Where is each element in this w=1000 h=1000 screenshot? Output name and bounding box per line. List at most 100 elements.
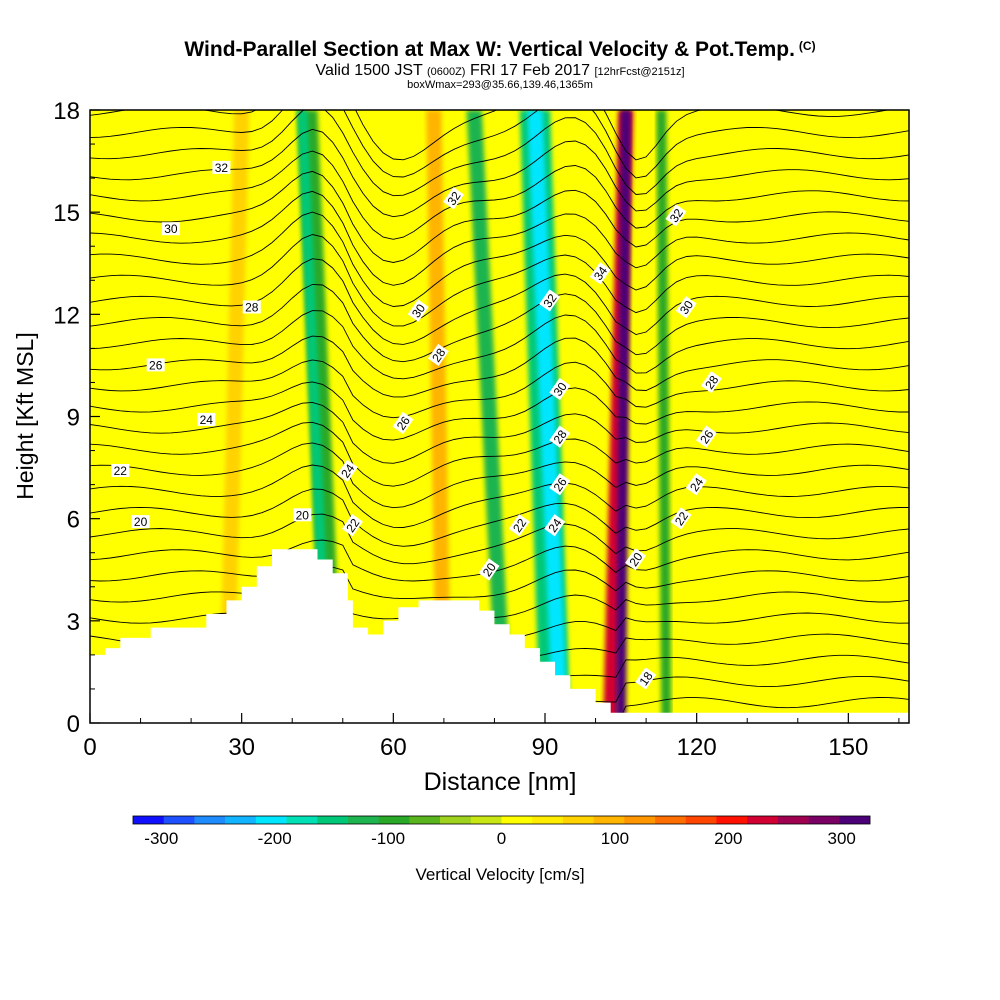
isentrope-label: 28 — [700, 371, 722, 394]
isentrope-label-bg — [146, 358, 165, 372]
colorbar-swatch — [286, 816, 318, 824]
y-tick-label: 0 — [67, 711, 80, 738]
colorbar-swatch — [225, 816, 257, 824]
x-tick-label: 60 — [380, 734, 407, 761]
colorbar-swatch — [777, 816, 809, 824]
isentrope-label: 34 — [589, 262, 611, 285]
colorbar-swatch — [685, 816, 717, 824]
boxwmax-line: boxWmax=293@35.66,139.46,1365m — [407, 79, 593, 91]
colorbar-label: Vertical Velocity [cm/s] — [415, 865, 584, 884]
colorbar-swatch — [808, 816, 840, 824]
isentrope-label-bg — [111, 464, 130, 477]
isentrope-label-text: 28 — [245, 301, 259, 315]
isentrope-label: 32 — [443, 187, 465, 210]
isentrope-line — [90, 565, 909, 600]
isentrope-label-text: 20 — [296, 508, 310, 522]
x-axis-label: Distance [nm] — [424, 768, 577, 796]
isentrope-label-bg — [695, 425, 717, 448]
isentrope-line — [90, 110, 909, 197]
colorbar-swatch — [624, 816, 656, 824]
isentrope-label: 22 — [111, 464, 130, 478]
axes: 0 30 60 90 120 150 0 3 6 9 12 15 18 — [53, 98, 900, 761]
colorbar-swatch — [440, 816, 472, 824]
isentrope-label-bg — [342, 514, 363, 537]
isentrope-label: 26 — [695, 425, 717, 448]
y-tick-label: 12 — [53, 302, 80, 329]
isentrope-line — [90, 539, 909, 582]
colorbar-swatch — [716, 816, 748, 824]
colorbar-swatch — [163, 816, 195, 824]
colorbar-swatch — [747, 816, 779, 824]
colorbar-swatch — [593, 816, 625, 824]
isentrope-line — [90, 170, 909, 263]
colorbar-frame — [132, 815, 871, 825]
valid-date: FRI 17 Feb 2017 — [469, 62, 591, 79]
colorbar-swatch — [470, 816, 502, 824]
y-tick-label: 6 — [67, 507, 80, 534]
isentrope-label: 24 — [197, 412, 216, 427]
isentrope-line — [90, 110, 891, 161]
isentrope-label: 26 — [146, 358, 165, 372]
copyright-mark: (C) — [798, 39, 816, 53]
y-tick-label: 9 — [67, 405, 80, 432]
isentrope-labels: 32 30 28 26 24 22 20 20 22 24 26 28 30 32 32 34 30 28 26 24… — [111, 160, 722, 690]
isentrope-line — [90, 381, 909, 441]
isentrope-label-bg — [242, 300, 261, 314]
isentrope-line — [90, 442, 909, 509]
isentrope-label: 32 — [212, 160, 231, 175]
isentrope-label-text: 20 — [134, 515, 148, 529]
isentrope-line — [90, 234, 909, 327]
colorbar: -300 -200 -100 0 100 200 300 — [132, 815, 871, 848]
colorbar-swatch — [194, 816, 226, 824]
isentrope-label-bg — [427, 343, 449, 367]
isentrope-label: 22 — [670, 507, 692, 530]
colorbar-swatch — [655, 816, 687, 824]
colorbar-swatch — [255, 816, 287, 824]
isentrope-label: 30 — [675, 296, 697, 319]
x-tick-label: 150 — [828, 734, 868, 761]
isentrope-label-bg — [392, 411, 414, 435]
isentrope-label-bg — [549, 425, 571, 448]
x-tick-label: 0 — [83, 734, 96, 761]
terrain-layer — [90, 549, 909, 723]
isentrope-line — [90, 150, 909, 240]
colorbar-swatch — [133, 816, 165, 824]
velocity-band — [218, 110, 250, 723]
isentrope-label: 24 — [336, 459, 358, 482]
isentrope-label-bg — [665, 204, 687, 227]
colorbar-swatch — [532, 816, 564, 824]
terrain — [90, 549, 909, 723]
isentrope-label-bg — [161, 222, 180, 236]
y-tick-label: 15 — [53, 200, 80, 227]
isentrope-label-bg — [635, 667, 657, 690]
isentrope-line — [90, 258, 909, 345]
colorbar-tick-label: -200 — [258, 829, 292, 848]
colorbar-swatch — [378, 816, 410, 824]
isentrope-label-bg — [131, 515, 150, 529]
chart-title: Wind-Parallel Section at Max W: Vertical… — [184, 38, 816, 61]
isentrope-label-bg — [336, 459, 358, 482]
isentrope-line — [90, 488, 909, 547]
isentrope-label: 28 — [549, 425, 571, 448]
y-tick-label: 18 — [53, 98, 80, 125]
colorbar-swatch — [317, 816, 349, 824]
isentrope-label-text: 30 — [164, 222, 178, 236]
isentrope-label-text: 22 — [114, 464, 128, 478]
isentrope-label-bg — [549, 377, 571, 401]
isentrope-label: 26 — [392, 411, 414, 435]
valid-time-line: Valid 1500 JST (0600Z) FRI 17 Feb 2017 [… — [315, 62, 685, 79]
isentrope-label-bg — [685, 473, 707, 496]
isentrope-label: 20 — [131, 515, 150, 529]
x-tick-label: 120 — [677, 734, 717, 761]
isentrope-line — [90, 513, 909, 565]
isentrope-line — [90, 464, 909, 528]
colorbar-swatch — [409, 816, 441, 824]
isentrope-label: 28 — [427, 343, 449, 367]
isentrope-label: 30 — [161, 222, 180, 236]
isentrope-line — [90, 401, 909, 464]
isentrope-label: 30 — [549, 377, 571, 401]
isentrope-label: 32 — [539, 289, 561, 312]
isentrope-label: 20 — [293, 508, 312, 522]
colorbar-tick-label: 0 — [497, 829, 506, 848]
